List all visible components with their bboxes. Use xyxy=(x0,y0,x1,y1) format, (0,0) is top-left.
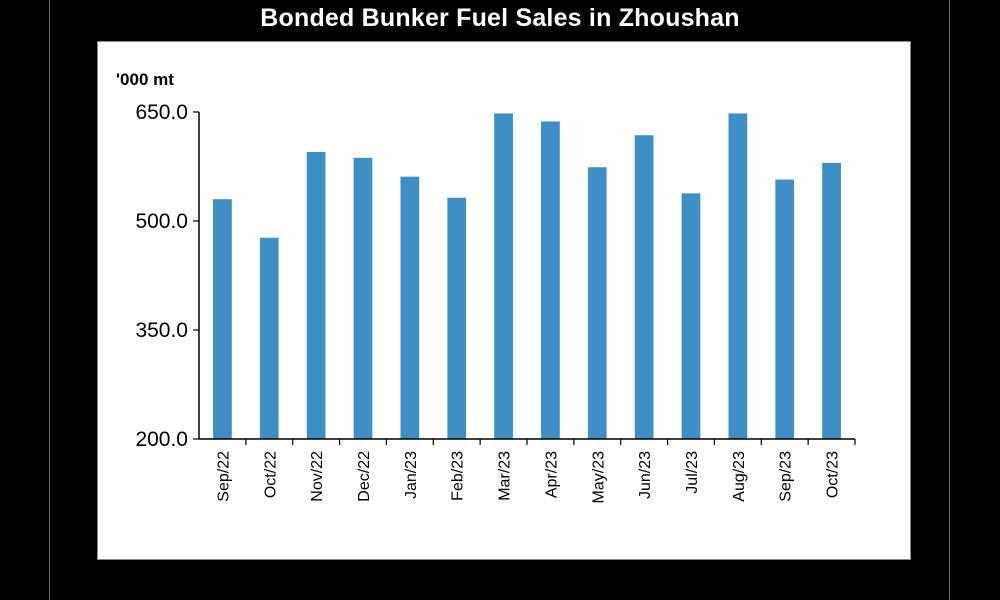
x-tick-label: Apr/23 xyxy=(543,451,560,498)
bar xyxy=(587,167,607,439)
bar xyxy=(494,113,513,439)
bar-chart: '000 mt 200.0 350.0 500.0 650.0 Sep/22 Oct/2… xyxy=(116,70,856,504)
y-tick-label: 650.0 xyxy=(135,101,188,124)
bar xyxy=(213,199,232,439)
x-tick-label: Oct/22 xyxy=(262,451,279,498)
bar xyxy=(400,176,420,439)
plot-panel: '000 mt 200.0 350.0 500.0 650.0 Sep/22 Oct/2… xyxy=(97,41,911,560)
y-tick-label: 200.0 xyxy=(135,428,188,451)
x-tick-label: Jan/23 xyxy=(403,451,420,499)
bar xyxy=(681,193,701,439)
bar xyxy=(306,151,326,439)
x-tick-label: Feb/23 xyxy=(450,451,467,501)
bar xyxy=(353,157,373,439)
y-tick-label: 350.0 xyxy=(135,319,188,342)
x-tick-label: Aug/23 xyxy=(731,451,748,502)
bar xyxy=(822,162,841,439)
bar xyxy=(775,179,795,439)
x-tick-label: Jul/23 xyxy=(684,451,701,494)
frame-border xyxy=(49,0,950,600)
bar xyxy=(728,113,748,439)
bar xyxy=(634,135,654,439)
x-axis: Sep/22 Oct/22 Nov/22 Dec/22 Jan/23 Feb/23 Mar/… xyxy=(199,438,856,504)
x-tick-label: Dec/22 xyxy=(356,451,373,502)
bar xyxy=(541,121,560,440)
chart-title: Bonded Bunker Fuel Sales in Zhoushan xyxy=(260,4,740,32)
x-tick-label: Nov/22 xyxy=(309,451,326,502)
y-tick-label: 500.0 xyxy=(135,210,188,233)
y-axis-unit-label: '000 mt xyxy=(116,70,174,89)
x-tick-label: Mar/23 xyxy=(497,451,514,501)
x-tick-label: Jun/23 xyxy=(637,451,654,499)
bars-group xyxy=(213,113,841,440)
bar xyxy=(447,197,467,439)
y-axis: 200.0 350.0 500.0 650.0 xyxy=(135,101,200,451)
x-tick-label: Oct/23 xyxy=(825,451,842,498)
x-tick-label: Sep/22 xyxy=(215,451,232,502)
x-tick-label: May/23 xyxy=(590,451,607,504)
x-tick-label: Sep/23 xyxy=(778,451,795,502)
bar xyxy=(259,237,279,439)
